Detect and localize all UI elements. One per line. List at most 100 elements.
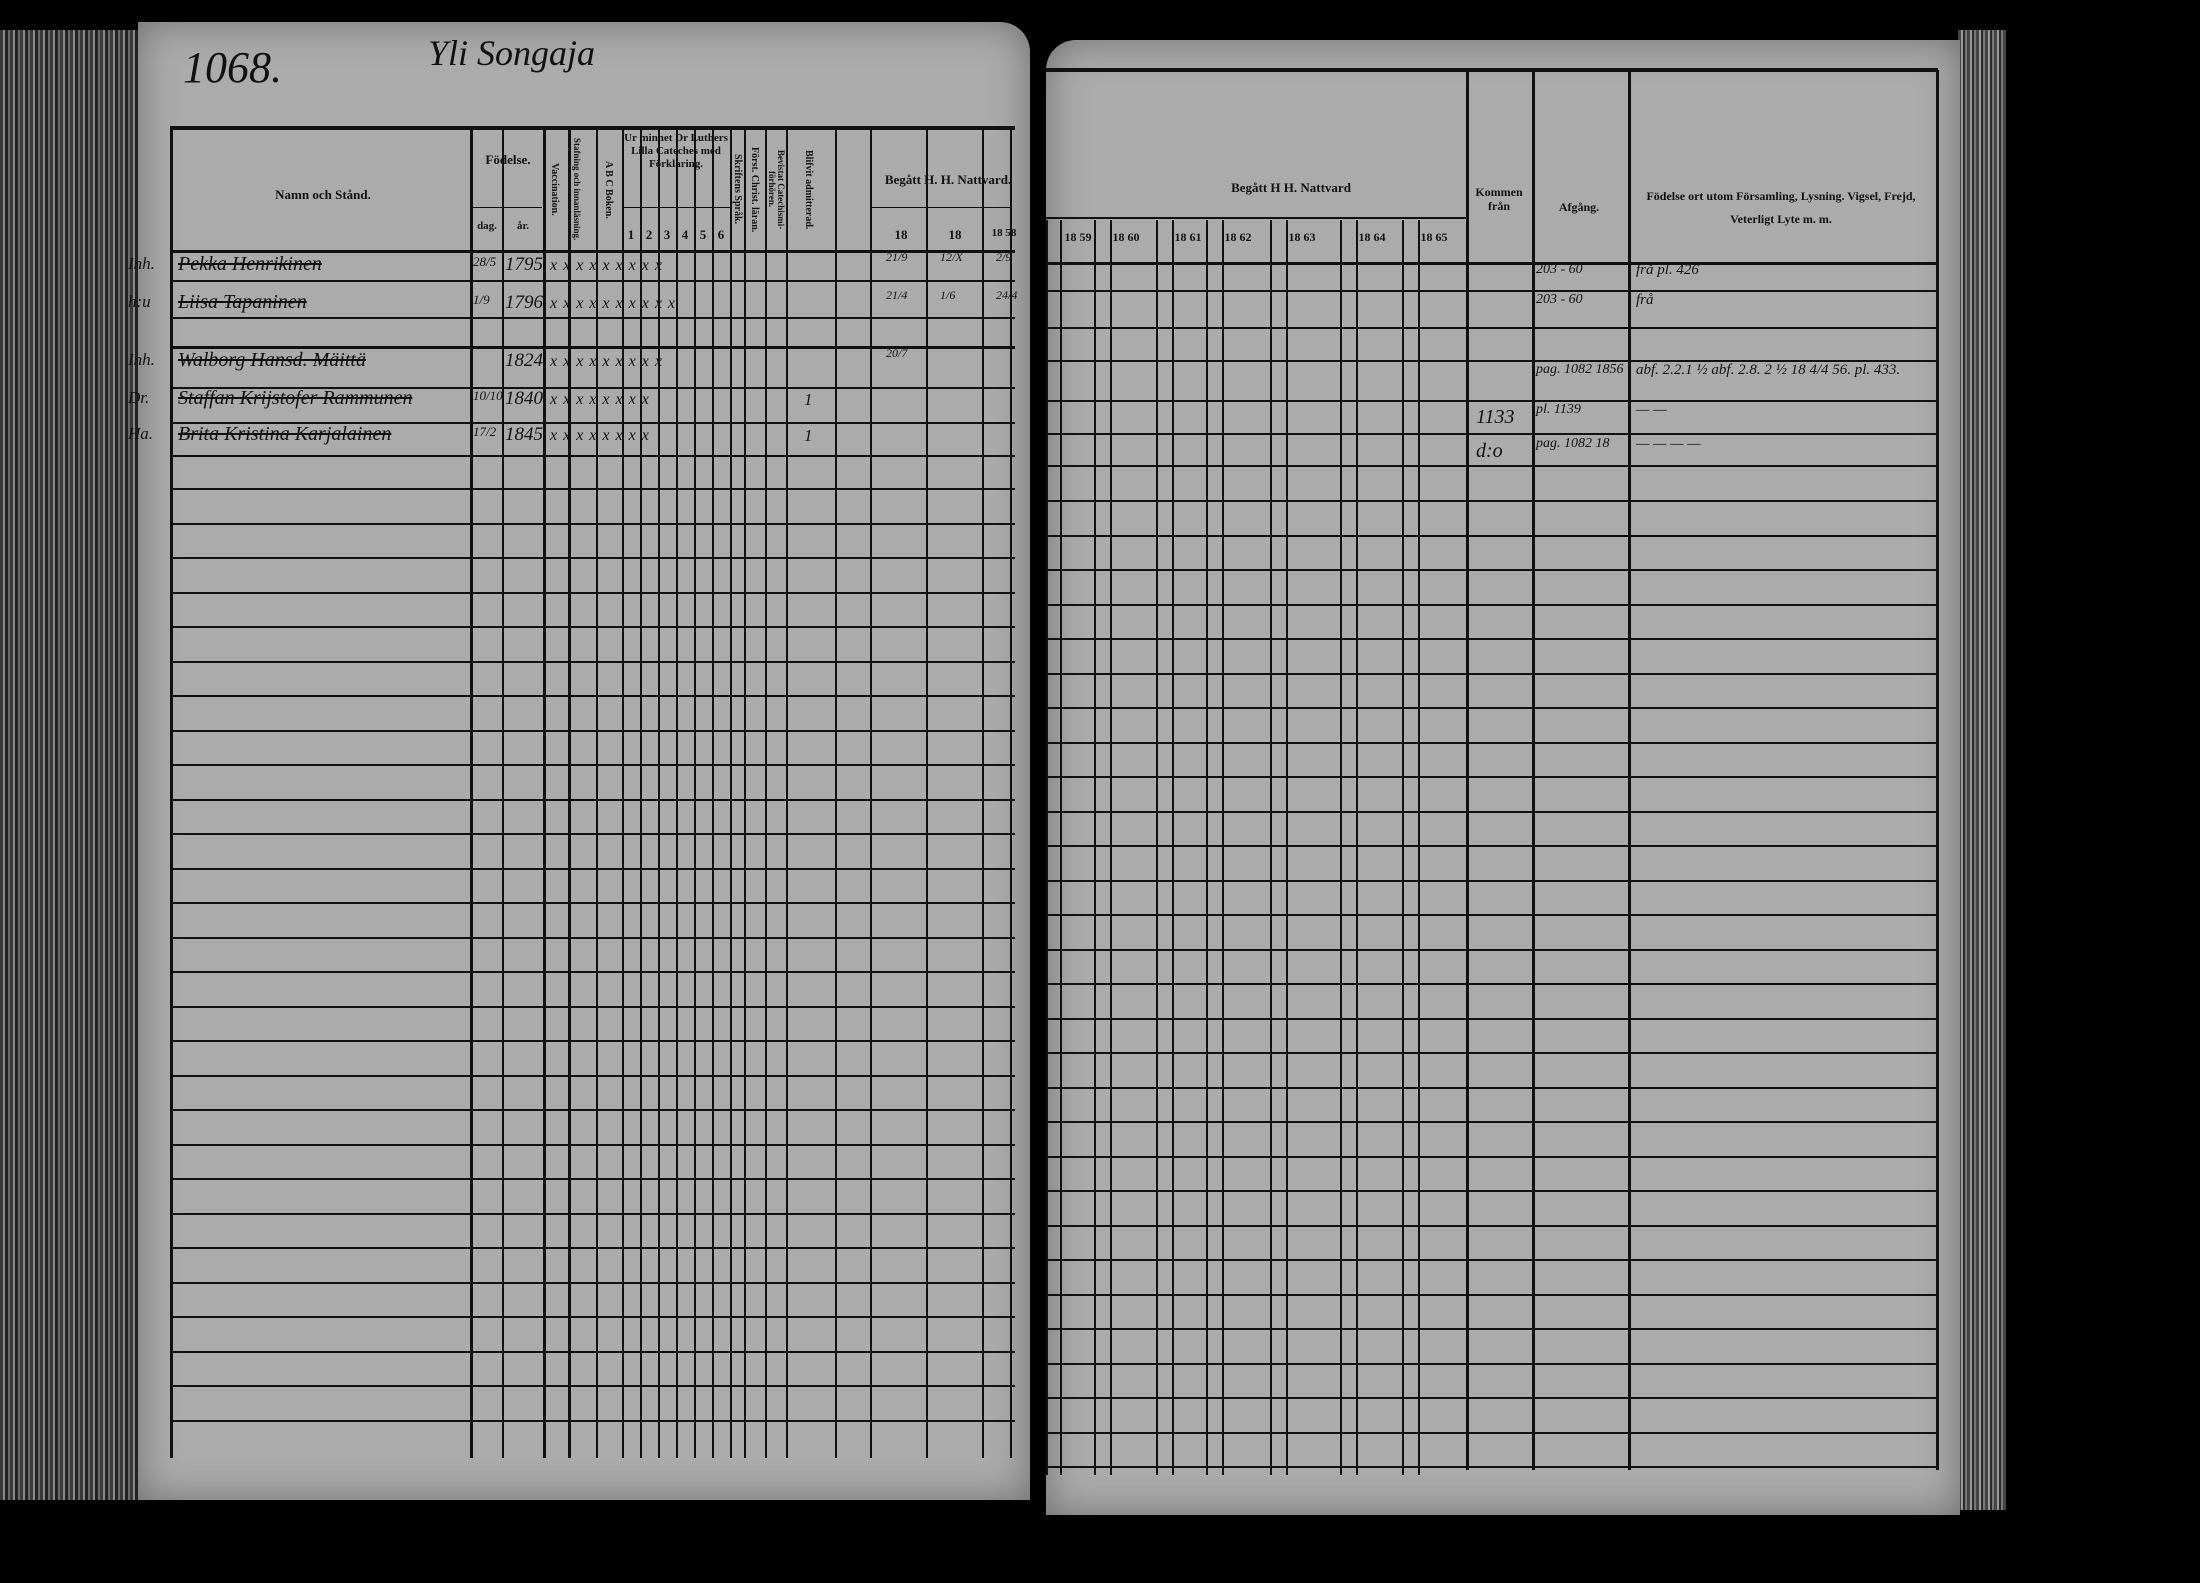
row-rule <box>170 280 1015 282</box>
column-rule <box>694 128 696 1458</box>
column-rule <box>730 128 732 1458</box>
header-hearings: Bevistat Catechismi-förhören. <box>767 149 786 230</box>
birth-year: 1840 <box>505 388 543 409</box>
rule <box>1046 217 1466 219</box>
row-rule <box>1046 1259 1936 1261</box>
row-rule <box>170 1213 1015 1215</box>
row-rule <box>170 317 1015 319</box>
row-rule <box>1046 1466 1936 1468</box>
column-rule <box>744 128 746 1458</box>
column-rule <box>1466 70 1469 1470</box>
row-rule <box>170 250 1015 253</box>
header-year: 18 63 <box>1288 230 1316 244</box>
header-catechism-part: 6 <box>717 227 725 242</box>
admitted-mark: 1 <box>804 426 813 445</box>
communion-date: 21/9 <box>886 250 908 264</box>
departure: pl. 1139 <box>1536 402 1581 417</box>
rule <box>870 207 1010 208</box>
birth-day: 28/5 <box>473 254 497 269</box>
column-rule <box>786 128 788 1458</box>
person-name: Staffan Krijstofer Rammunen <box>178 387 413 409</box>
header-year: 18 62 <box>1224 230 1252 244</box>
rule <box>622 207 730 208</box>
birth-day: 17/2 <box>473 424 497 439</box>
communion-date: 20/7 <box>886 346 908 360</box>
knowledge-marks: x x x x x x x x x <box>550 257 663 274</box>
departure: 203 - 60 <box>1536 262 1583 277</box>
row-rule <box>1046 500 1936 502</box>
header-birth-day: dag. <box>477 220 497 232</box>
row-rule <box>1046 535 1936 537</box>
row-rule <box>170 764 1015 766</box>
register-row: 1133 pl. 1139 — — <box>1046 402 1960 436</box>
row-rule <box>1046 433 1936 435</box>
row-rule <box>170 523 1015 525</box>
column-rule <box>502 128 504 1458</box>
header-top-rule <box>1046 68 1938 72</box>
notes: — — <box>1636 402 1667 418</box>
row-prefix: Inh. <box>128 350 155 369</box>
column-rule <box>1094 220 1096 1475</box>
header-year-3: 18 58 <box>991 227 1017 239</box>
row-rule <box>170 1316 1015 1318</box>
row-rule <box>1046 1156 1936 1158</box>
row-rule <box>170 1144 1015 1146</box>
row-rule <box>170 730 1015 732</box>
column-rule <box>1340 220 1342 1475</box>
row-rule <box>170 695 1015 697</box>
header-abc: A B C Boken. <box>603 160 614 219</box>
column-rule <box>470 128 473 1458</box>
row-rule <box>170 488 1015 490</box>
column-rule <box>658 128 660 1458</box>
column-rule <box>596 128 598 1458</box>
header-vaccination: Vaccination. <box>549 163 560 216</box>
column-rule <box>1936 70 1939 1470</box>
row-prefix: h:u <box>128 292 151 311</box>
row-rule <box>1046 1087 1936 1089</box>
column-rule <box>1270 220 1272 1475</box>
communion-date: 21/4 <box>886 288 908 302</box>
register-row: h:u Liisa Tapaninen 1/9 1796 x x x x x x x x… <box>128 288 1030 322</box>
register-row: Inh. Walborg Hansd. Mäittä 1824 x x x x x x… <box>128 346 1030 380</box>
row-rule <box>1046 1190 1936 1192</box>
arrived-from: 1133 <box>1476 406 1515 428</box>
register-row: Inh. Pekka Henrikinen 28/5 1795 x x x x x x … <box>128 250 1030 284</box>
register-row: 203 - 60 frå pl. 426 <box>1046 262 1960 296</box>
column-rule <box>1110 220 1112 1475</box>
column-rule <box>1286 220 1288 1475</box>
person-name: Pekka Henrikinen <box>178 253 322 275</box>
row-rule <box>1046 1397 1936 1399</box>
row-rule <box>1046 673 1936 675</box>
row-rule <box>1046 569 1936 571</box>
row-prefix: Ha. <box>128 424 154 443</box>
birth-day: 1/9 <box>473 292 490 307</box>
header-communion: Begått H. H. Nattvard. <box>884 172 1012 187</box>
row-rule <box>1046 845 1936 847</box>
knowledge-marks: x x x x x x x x <box>550 427 650 444</box>
register-row: pag. 1082 1856 abf. 2.2.1 ½ abf. 2.8. 2 ½… <box>1046 362 1960 396</box>
header-catechism-part: 1 <box>627 227 635 242</box>
column-rule <box>1628 70 1631 1470</box>
row-rule <box>170 1040 1015 1042</box>
column-rule <box>1356 220 1358 1475</box>
row-rule <box>170 1420 1015 1422</box>
row-rule <box>170 1006 1015 1008</box>
knowledge-marks: x x x x x x x x x <box>550 353 663 370</box>
header-scripture: Skriftens Språk. <box>732 154 743 225</box>
row-rule <box>1046 327 1936 329</box>
header-from: Kommen från <box>1475 185 1523 214</box>
header-notes: Födelse ort utom Församling, Lysning. Vi… <box>1646 189 1916 226</box>
row-rule <box>1046 1363 1936 1365</box>
notes: — — — — <box>1636 436 1701 452</box>
birth-day: 10/10 <box>473 388 503 403</box>
header-reading: Stafning och innanläsning. <box>572 138 582 241</box>
person-name: Brita Kristina Karjalainen <box>178 423 392 445</box>
column-rule <box>1010 128 1012 1458</box>
row-rule <box>1046 811 1936 813</box>
row-rule <box>170 1282 1015 1284</box>
row-rule <box>170 422 1015 424</box>
row-rule <box>170 557 1015 559</box>
row-rule <box>1046 638 1936 640</box>
person-name: Liisa Tapaninen <box>178 291 307 313</box>
row-rule <box>1046 290 1936 292</box>
